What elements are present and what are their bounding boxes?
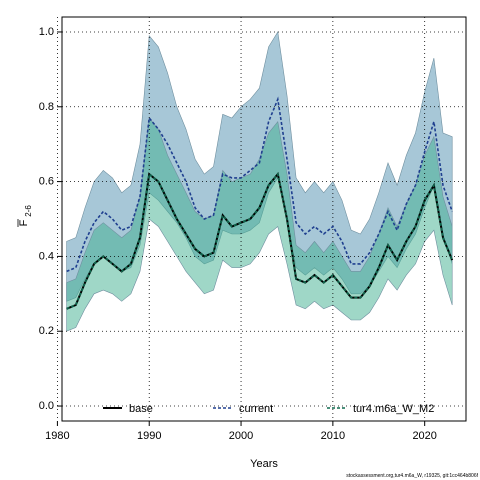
y-tick-label: 0.2 bbox=[39, 325, 54, 337]
y-axis-title-sub: 2-6 bbox=[24, 205, 33, 217]
legend-label: base bbox=[129, 403, 153, 415]
x-axis-title: Years bbox=[250, 458, 278, 470]
line-current bbox=[66, 96, 453, 273]
y-tick-label: 1.0 bbox=[39, 26, 54, 38]
plot-frame bbox=[61, 16, 467, 422]
legend-label: tur4.m6a_W_M2 bbox=[353, 403, 434, 415]
y-tick-label: 0.8 bbox=[39, 101, 54, 113]
y-tick-label: 0.6 bbox=[39, 176, 54, 188]
legend-label: current bbox=[239, 403, 273, 415]
y-axis-title: F 2-6 bbox=[17, 205, 33, 227]
x-tick-label: 1980 bbox=[45, 430, 69, 442]
line-tur4-m6a-w-m2 bbox=[66, 172, 453, 310]
x-tick-label: 2020 bbox=[412, 430, 436, 442]
legend: base current tur4.m6a_W_M2 bbox=[103, 403, 434, 415]
y-tick-label: 0.0 bbox=[39, 400, 54, 412]
x-tick-label: 2010 bbox=[321, 430, 345, 442]
y-tick-label: 0.4 bbox=[39, 250, 54, 262]
footer-note: stockassessment.org,tur4.m6a_W, r19325, … bbox=[346, 473, 478, 479]
x-tick-label: 1990 bbox=[137, 430, 161, 442]
confidence-bands bbox=[66, 31, 453, 332]
band-base bbox=[66, 117, 453, 332]
x-tick-label: 2000 bbox=[229, 430, 253, 442]
y-axis-title-main: F bbox=[18, 219, 30, 226]
x-axis: 1980 1990 2000 2010 2020 bbox=[45, 421, 437, 442]
series-lines bbox=[66, 96, 454, 310]
y-axis: 0.0 0.2 0.4 0.6 0.8 1.0 bbox=[39, 26, 62, 412]
